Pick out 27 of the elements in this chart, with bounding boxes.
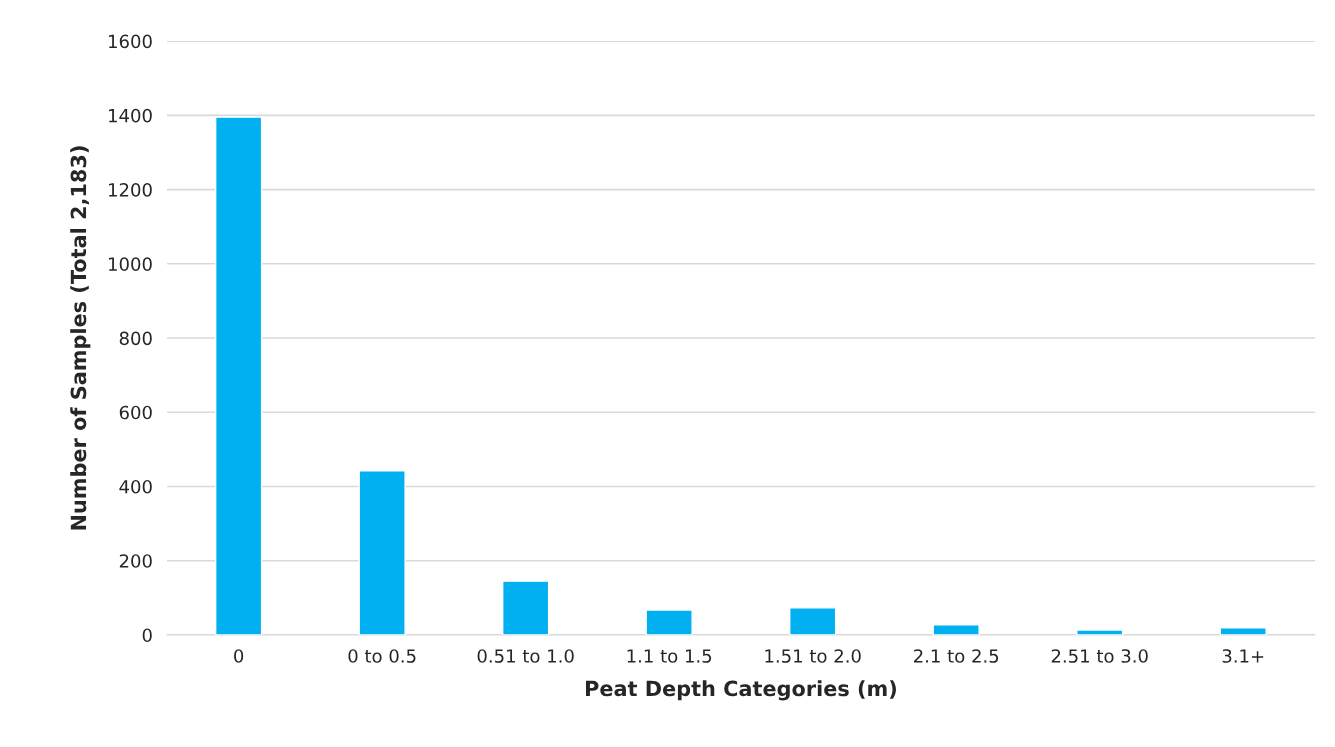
y-tick-label: 1200 (109, 183, 152, 197)
x-axis-title: Peat Depth Categories (m) (586, 680, 896, 701)
x-tick-label: 0.51 to 1.0 (477, 649, 574, 663)
y-tick-label: 600 (119, 405, 152, 420)
y-tick-label: 200 (119, 554, 152, 568)
bar (789, 607, 837, 635)
bar (932, 624, 980, 635)
y-tick-label: 1000 (109, 257, 152, 271)
x-tick-label: 0 to 0.5 (348, 649, 416, 663)
y-tick-label: 400 (119, 479, 152, 494)
bar (358, 470, 406, 635)
y-tick-label: 1400 (109, 108, 152, 123)
y-axis-title: Number of Samples (Total 2,183) (70, 146, 91, 530)
y-tick-label: 0 (142, 628, 152, 643)
bar (1076, 629, 1124, 635)
bar (645, 609, 693, 635)
bar (214, 116, 263, 635)
x-tick-label: 0 (234, 649, 244, 663)
bar (501, 580, 550, 635)
x-tick-label: 3.1+ (1222, 649, 1264, 663)
y-tick-label: 800 (119, 331, 152, 346)
bar (1219, 627, 1267, 635)
x-tick-label: 1.51 to 2.0 (765, 649, 861, 663)
x-tick-label: 2.51 to 3.0 (1051, 649, 1148, 663)
x-tick-label: 2.1 to 2.5 (914, 649, 999, 663)
x-tick-label: 1.1 to 1.5 (627, 649, 712, 663)
y-tick-label: 1600 (109, 34, 152, 49)
